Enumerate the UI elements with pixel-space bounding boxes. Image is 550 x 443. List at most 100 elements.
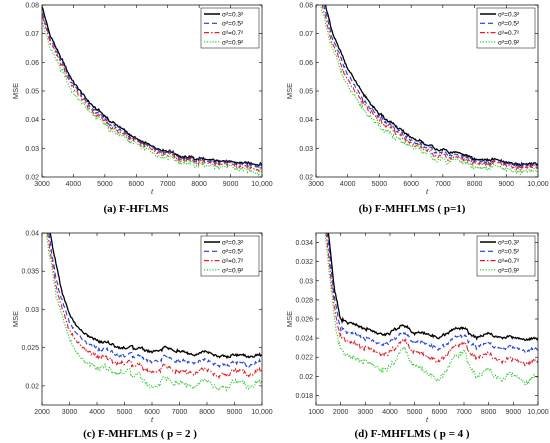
- series-line-4: [320, 5, 538, 176]
- caption: (c) F-MHFLMS ( p = 2 ): [83, 428, 197, 440]
- legend: σ²=0.3² σ²=0.5² σ²=0.7² σ²=0.9²: [200, 7, 260, 49]
- y-tick-label: 0.07: [299, 31, 313, 38]
- x-tick-label: 10,000: [251, 409, 273, 416]
- caption-title: F-HFLMS: [116, 203, 168, 215]
- legend-entry-2: σ²=0.5²: [222, 249, 244, 256]
- y-tick-label: 0.03: [25, 146, 39, 153]
- y-tick-label: 0.06: [299, 60, 313, 67]
- caption-label: (d): [354, 428, 368, 440]
- legend-entry-2: σ²=0.5²: [222, 21, 244, 28]
- y-tick-label: 0.02: [299, 374, 313, 381]
- y-tick-label: 0.035: [21, 269, 39, 276]
- legend-entry-4: σ²=0.9²: [498, 39, 520, 46]
- x-tick-label: 5000: [407, 409, 423, 416]
- y-tick-label: 0.06: [25, 60, 39, 67]
- x-tick-label: 10,000: [527, 409, 549, 416]
- series-group: [42, 6, 262, 177]
- legend-entry-2: σ²=0.5²: [498, 249, 520, 256]
- legend-entry-3: σ²=0.7²: [498, 258, 520, 265]
- y-tick-label: 0.04: [25, 231, 39, 238]
- y-tick-label: 0.018: [295, 393, 313, 400]
- legend-entry-4: σ²=0.9²: [222, 39, 244, 46]
- series-line-1: [324, 5, 538, 167]
- series-line-1: [327, 233, 538, 342]
- x-tick-label: 4000: [66, 181, 82, 188]
- legend-entry-3: σ²=0.7²: [498, 30, 520, 37]
- y-tick-label: 0.04: [25, 117, 39, 124]
- x-tick-label: 9000: [227, 409, 243, 416]
- caption-label: (c): [83, 428, 96, 440]
- x-tick-label: 7000: [172, 409, 188, 416]
- caption-title: F-MHFLMS: [372, 203, 435, 215]
- x-tick-label: 7000: [435, 181, 451, 188]
- series-line-4: [42, 22, 262, 177]
- x-tick-label: 1000: [308, 409, 324, 416]
- legend: σ²=0.3² σ²=0.5² σ²=0.7² σ²=0.9²: [476, 235, 536, 277]
- x-tick-label: 10,000: [527, 181, 549, 188]
- y-tick-label: 0.034: [295, 240, 313, 247]
- legend: σ²=0.3² σ²=0.5² σ²=0.7² σ²=0.9²: [200, 235, 260, 277]
- caption-label: (b): [359, 203, 373, 215]
- caption-title: F-MHFLMS: [95, 428, 158, 440]
- series-line-4: [324, 233, 538, 386]
- caption-param: ( p = 4 ): [431, 428, 470, 440]
- caption: (a) F-HFLMS: [103, 203, 168, 215]
- legend-entry-1: σ²=0.3²: [498, 11, 520, 18]
- y-tick-label: 0.03: [299, 278, 313, 285]
- chart-panel-4: 1000 2000 3000 4000 5000 6000 7000 8000 9000 10,0…: [285, 232, 549, 440]
- x-tick-label: 6000: [128, 181, 144, 188]
- x-tick-label: 2000: [333, 409, 349, 416]
- y-tick-label: 0.022: [295, 355, 313, 362]
- chart-panel-3: 2000 3000 4000 5000 6000 7000 8000 9000 10,000 0.…: [11, 231, 273, 441]
- y-tick-label: 0.07: [25, 31, 39, 38]
- y-tick-label: 0.028: [295, 297, 313, 304]
- series-line-2: [42, 12, 262, 169]
- chart-panel-2: 3000 4000 5000 6000 7000 8000 9000 10,000 0.02 0.…: [285, 3, 549, 216]
- legend-entry-4: σ²=0.9²: [498, 267, 520, 274]
- series-line-1: [42, 6, 262, 167]
- x-tick-label: 8000: [481, 409, 497, 416]
- x-tick-label: 8000: [199, 409, 215, 416]
- y-tick-label: 0.025: [21, 345, 39, 352]
- y-axis-label: MSE: [285, 83, 294, 99]
- y-tick-label: 0.03: [299, 146, 313, 153]
- x-axis-label: t: [151, 415, 154, 424]
- series-line-3: [321, 5, 538, 172]
- legend: σ²=0.3² σ²=0.5² σ²=0.7² σ²=0.9²: [476, 7, 536, 49]
- caption-label: (a): [103, 203, 116, 215]
- x-tick-label: 4000: [382, 409, 398, 416]
- x-tick-label: 9000: [498, 181, 514, 188]
- legend-entry-1: σ²=0.3²: [498, 239, 520, 246]
- legend-entry-1: σ²=0.3²: [222, 239, 244, 246]
- caption-param: ( p=1): [435, 203, 466, 215]
- x-tick-label: 4000: [89, 409, 105, 416]
- series-line-2: [326, 233, 538, 353]
- caption-title: F-MHFLMS: [368, 428, 431, 440]
- y-tick-label: 0.02: [25, 383, 39, 390]
- caption: (b) F-MHFLMS ( p=1): [359, 203, 466, 215]
- series-line-1: [49, 233, 262, 360]
- x-tick-label: 9000: [506, 409, 522, 416]
- y-axis-label: MSE: [285, 311, 294, 327]
- y-axis-label: MSE: [11, 311, 20, 327]
- x-tick-label: 2000: [34, 409, 50, 416]
- x-tick-label: 5000: [97, 181, 113, 188]
- legend-entry-3: σ²=0.7²: [222, 258, 244, 265]
- x-tick-label: 5000: [117, 409, 133, 416]
- series-group: [45, 233, 262, 393]
- legend-entry-1: σ²=0.3²: [222, 11, 244, 18]
- y-tick-label: 0.032: [295, 259, 313, 266]
- x-tick-label: 4000: [340, 181, 356, 188]
- x-tick-label: 7000: [160, 181, 176, 188]
- series-line-3: [42, 16, 262, 173]
- caption-param: ( p = 2 ): [158, 428, 197, 440]
- x-tick-label: 6000: [144, 409, 160, 416]
- x-axis-label: t: [426, 187, 429, 196]
- x-tick-label: 6000: [403, 181, 419, 188]
- series-line-2: [48, 233, 262, 369]
- x-tick-label: 7000: [456, 409, 472, 416]
- series-line-2: [323, 5, 538, 169]
- y-tick-label: 0.05: [25, 89, 39, 96]
- series-line-3: [325, 233, 538, 367]
